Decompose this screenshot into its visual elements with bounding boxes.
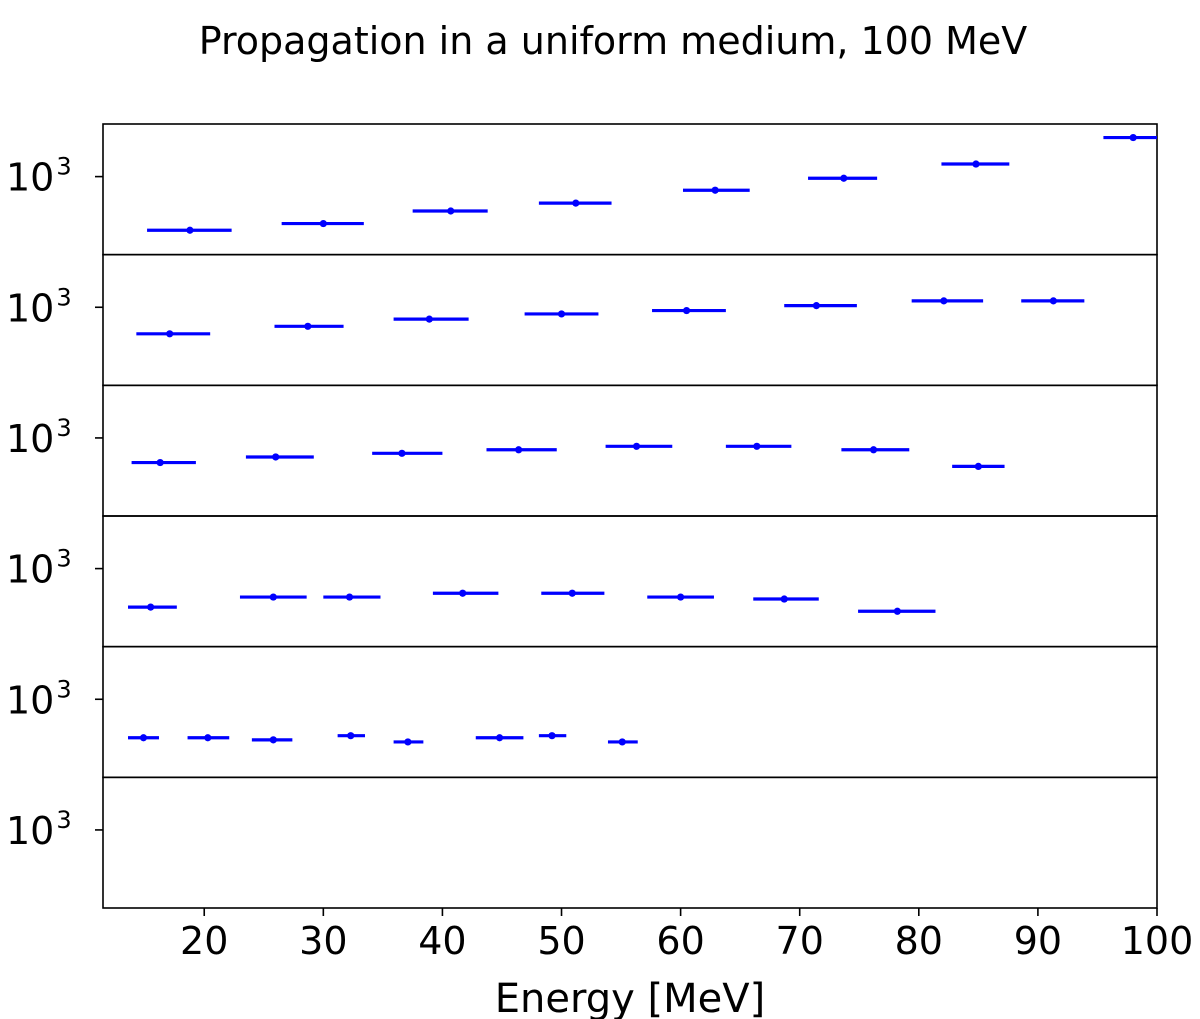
subplot-panel-5: 103 — [6, 645, 1158, 779]
data-point — [515, 446, 523, 454]
data-point — [618, 738, 626, 746]
subplot-panel-2: 103 — [6, 253, 1158, 387]
subplot-panel-6: 103 — [6, 776, 1158, 909]
data-point — [459, 589, 467, 597]
data-point — [780, 595, 788, 603]
data-point — [940, 297, 948, 305]
x-tick-label: 60 — [656, 919, 704, 963]
x-tick-label: 30 — [299, 919, 347, 963]
data-point — [272, 453, 280, 461]
data-point — [269, 736, 277, 744]
panel-frame — [102, 645, 1158, 779]
data-point — [139, 734, 148, 742]
data-point — [345, 593, 354, 601]
data-point — [568, 589, 576, 597]
panel-frame — [102, 515, 1158, 648]
data-point — [972, 160, 980, 168]
panel-frame — [102, 123, 1158, 256]
data-point — [156, 458, 164, 467]
y-tick-label: 103 — [6, 545, 72, 592]
data-point — [304, 322, 312, 330]
data-point — [186, 226, 194, 234]
y-tick-label: 103 — [6, 806, 72, 853]
subplot-panel-4: 103 — [6, 515, 1158, 648]
x-tick-label: 100 — [1121, 919, 1194, 963]
x-tick-label: 40 — [418, 919, 466, 963]
data-point — [147, 603, 155, 611]
x-tick-label: 90 — [1014, 919, 1062, 963]
data-point — [974, 462, 982, 471]
data-point — [893, 607, 901, 615]
panel-frame — [102, 776, 1158, 909]
data-point — [711, 186, 719, 194]
data-point — [869, 446, 878, 454]
data-point — [548, 732, 556, 740]
x-axis: 20 30 40 50 60 70 80 90 100 — [180, 908, 1193, 963]
subplot-panels: 103 103 103 103 103 103 — [6, 123, 1158, 909]
data-point — [557, 310, 566, 318]
data-point — [404, 738, 412, 746]
data-point — [632, 442, 641, 450]
data-point — [269, 593, 277, 601]
data-point — [204, 734, 212, 742]
data-point — [447, 207, 455, 215]
data-point — [1049, 297, 1057, 305]
y-tick-label: 103 — [6, 283, 72, 330]
panel-frame — [102, 253, 1158, 387]
data-point — [347, 732, 355, 740]
chart-title: Propagation in a uniform medium, 100 MeV — [199, 19, 1028, 63]
subplot-panel-1: 103 — [6, 123, 1158, 256]
data-point — [495, 734, 504, 742]
x-tick-label: 80 — [895, 919, 943, 963]
data-point — [398, 449, 406, 457]
data-point — [319, 219, 327, 228]
x-tick-label: 70 — [776, 919, 824, 963]
y-tick-label: 103 — [6, 675, 72, 722]
data-point — [1129, 133, 1137, 142]
panel-frame — [102, 384, 1158, 517]
y-tick-label: 103 — [6, 414, 72, 461]
data-point — [572, 199, 580, 207]
subplot-panel-3: 103 — [6, 384, 1158, 517]
y-tick-label: 103 — [6, 153, 72, 200]
data-point — [682, 306, 691, 315]
data-point — [840, 174, 848, 182]
data-point — [753, 442, 761, 450]
data-point — [677, 593, 685, 601]
data-point — [166, 330, 174, 338]
data-point — [425, 315, 433, 323]
x-axis-label: Energy [MeV] — [495, 976, 765, 1019]
data-point — [812, 302, 820, 310]
x-tick-label: 50 — [537, 919, 585, 963]
x-tick-label: 20 — [180, 919, 228, 963]
